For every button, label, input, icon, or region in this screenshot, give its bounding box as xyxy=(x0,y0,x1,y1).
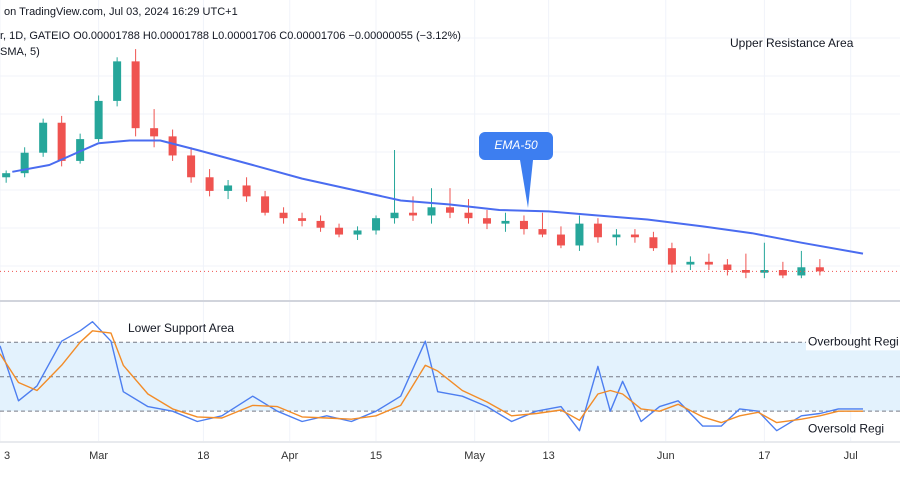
candle-body xyxy=(242,185,251,197)
candle-body xyxy=(131,61,140,129)
candle-body xyxy=(686,261,695,265)
candle-body xyxy=(390,212,399,219)
level-label-bg xyxy=(806,334,900,351)
candle-body xyxy=(353,230,362,235)
level-label: Overbought Regi xyxy=(808,334,899,348)
candle-body xyxy=(39,122,48,153)
oscillator-line xyxy=(0,321,863,432)
candle-body xyxy=(113,61,122,101)
candle-body xyxy=(76,139,85,161)
x-tick-label: 17 xyxy=(758,450,770,462)
ema-callout: EMA-50 xyxy=(479,132,553,208)
candle-body xyxy=(649,237,658,249)
candle-body xyxy=(815,267,824,272)
candle-body xyxy=(464,212,473,219)
candle-body xyxy=(409,212,418,216)
candle-body xyxy=(316,220,325,228)
band-layer xyxy=(0,341,900,412)
candle-body xyxy=(575,223,584,246)
level-label: Oversold Regi xyxy=(808,421,884,435)
indicator-label: SMA, 5) xyxy=(0,46,40,58)
candle-body xyxy=(372,218,381,231)
x-tick-label: Mar xyxy=(89,450,108,462)
candle-body xyxy=(335,227,344,235)
candle-body xyxy=(501,220,510,224)
oscillator-line xyxy=(0,330,863,424)
callout-box xyxy=(479,132,553,208)
candle-body xyxy=(723,264,732,270)
ema-line xyxy=(12,139,864,255)
candle-body xyxy=(667,248,676,265)
candle-body xyxy=(187,155,196,178)
candle-body xyxy=(593,223,602,238)
header-source: on TradingView.com, Jul 03, 2024 16:29 U… xyxy=(4,6,238,18)
candle-body xyxy=(427,207,436,216)
candle-body xyxy=(205,177,214,191)
annotation: Upper Resistance Area xyxy=(730,36,854,50)
candle-body xyxy=(704,261,713,265)
candle-body xyxy=(20,152,29,174)
x-tick-label: 3 xyxy=(4,450,10,462)
candle-body xyxy=(2,173,11,178)
marks-layer xyxy=(0,49,900,432)
candle-body xyxy=(797,267,806,276)
candle-body xyxy=(741,270,750,273)
callout-label: EMA-50 xyxy=(494,138,538,152)
candle-body xyxy=(519,220,528,230)
candle-body xyxy=(298,218,307,221)
x-tick-label: Jul xyxy=(844,450,858,462)
candle-body xyxy=(482,218,491,224)
candle-body xyxy=(224,185,233,191)
candle-body xyxy=(279,212,288,219)
x-tick-label: Jun xyxy=(657,450,675,462)
candle-body xyxy=(556,234,565,246)
x-tick-label: 18 xyxy=(197,450,209,462)
candle-body xyxy=(630,234,639,238)
candle-body xyxy=(261,196,270,213)
candle-body xyxy=(57,122,66,161)
candle-body xyxy=(778,270,787,276)
level-label-bg xyxy=(806,421,900,438)
header-symbol: r, 1D, GATEIO O0.00001788 H0.00001788 L0… xyxy=(0,30,461,42)
annotation: Lower Support Area xyxy=(128,321,234,335)
candle-body xyxy=(150,128,159,137)
x-tick-label: May xyxy=(464,450,485,462)
x-tick-label: Apr xyxy=(281,450,298,462)
candle-body xyxy=(94,100,103,140)
candle-body xyxy=(168,136,177,156)
candle-body xyxy=(538,229,547,235)
candle-body xyxy=(446,207,454,213)
x-tick-label: 15 xyxy=(370,450,382,462)
x-tick-label: 13 xyxy=(543,450,555,462)
candle-body xyxy=(612,234,621,238)
